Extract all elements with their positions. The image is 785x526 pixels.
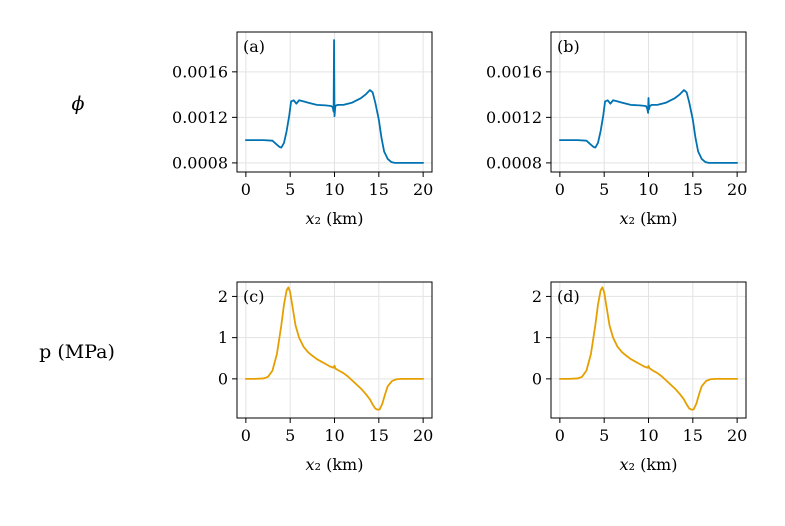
x-axis-label-d: x₂ (km) [620, 455, 678, 474]
series-line-a [244, 39, 425, 164]
row-label-phi: ϕ [72, 93, 85, 115]
ytick-label-a-1: 0.0012 [172, 108, 228, 127]
ytick-label-b-2: 0.0016 [486, 62, 542, 81]
series-line-b [558, 89, 739, 164]
xtick-label-d-3: 15 [683, 426, 703, 445]
x-axis-label-c: x₂ (km) [306, 455, 364, 474]
xtick-label-d-0: 0 [555, 426, 565, 445]
xtick-label-d-4: 20 [727, 426, 747, 445]
ytick-label-c-2: 2 [218, 287, 228, 306]
panel-a: 0 5 10 15 20 0.0008 0.0012 0.0016 (a) x₂ (km) [172, 31, 433, 228]
panel-label-b: (b) [557, 37, 580, 56]
ytick-label-a-0: 0.0008 [172, 153, 228, 172]
row-label-pressure: p (MPa) [39, 341, 115, 363]
xtick-label-a-2: 10 [324, 180, 344, 199]
ytick-label-d-0: 0 [532, 369, 542, 388]
xtick-label-c-3: 15 [369, 426, 389, 445]
xtick-label-b-3: 15 [683, 180, 703, 199]
ytick-label-c-0: 0 [218, 369, 228, 388]
xtick-label-a-3: 15 [369, 180, 389, 199]
xtick-label-d-1: 5 [599, 426, 609, 445]
panel-label-a: (a) [243, 37, 265, 56]
xtick-label-b-2: 10 [638, 180, 658, 199]
xtick-label-c-1: 5 [285, 426, 295, 445]
x-axis-label-a: x₂ (km) [306, 209, 364, 228]
xtick-label-a-0: 0 [241, 180, 251, 199]
series-line-c [244, 286, 425, 411]
ytick-label-d-2: 2 [532, 287, 542, 306]
ytick-label-d-1: 1 [532, 328, 542, 347]
xtick-label-b-0: 0 [555, 180, 565, 199]
x-axis-label-b: x₂ (km) [620, 209, 678, 228]
xtick-label-a-4: 20 [413, 180, 433, 199]
xtick-label-c-0: 0 [241, 426, 251, 445]
ytick-label-b-1: 0.0012 [486, 108, 542, 127]
ytick-label-a-2: 0.0016 [172, 62, 228, 81]
xtick-label-b-4: 20 [727, 180, 747, 199]
xtick-label-b-1: 5 [599, 180, 609, 199]
xtick-label-c-2: 10 [324, 426, 344, 445]
panel-label-c: (c) [243, 287, 264, 306]
panel-d: 0 5 10 15 20 0 1 2 (d) x₂ (km) [532, 281, 747, 474]
ytick-label-b-0: 0.0008 [486, 153, 542, 172]
panel-label-d: (d) [557, 287, 580, 306]
panel-b: 0 5 10 15 20 0.0008 0.0012 0.0016 (b) x₂ (km) [486, 31, 747, 228]
xtick-label-c-4: 20 [413, 426, 433, 445]
xtick-label-a-1: 5 [285, 180, 295, 199]
panel-c: 0 5 10 15 20 0 1 2 (c) x₂ (km) [218, 281, 433, 474]
xtick-label-d-2: 10 [638, 426, 658, 445]
ytick-label-c-1: 1 [218, 328, 228, 347]
series-line-d [558, 286, 739, 411]
